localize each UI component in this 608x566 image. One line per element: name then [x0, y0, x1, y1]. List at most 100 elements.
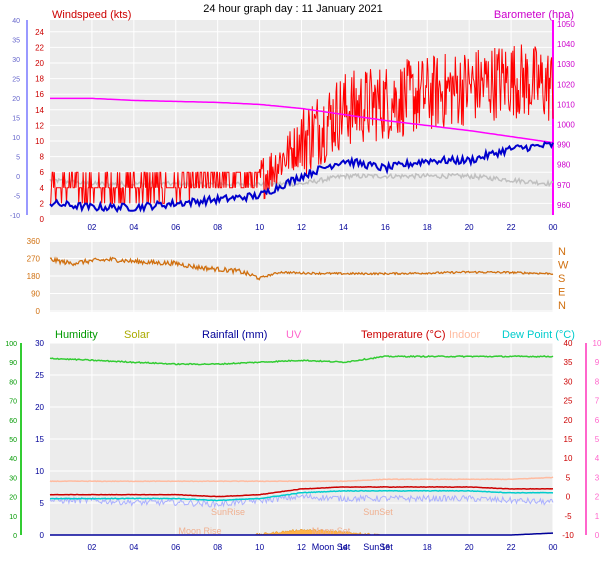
climate-series — [49, 354, 554, 536]
climate-hour-label: 14 — [339, 543, 348, 552]
top-panel-series — [49, 44, 554, 214]
windspeed-outer-tick: 0 — [16, 174, 20, 181]
humidity-line — [49, 354, 554, 366]
humidity-tick: 100 — [5, 341, 17, 348]
temperature-tick-labels: -10 -5 0 5 10 15 20 25 30 35 40 — [562, 339, 574, 540]
uv-tick: 2 — [595, 493, 600, 502]
lavender-line — [49, 493, 554, 509]
top-panel-grid — [50, 20, 554, 220]
top-hour-label: 04 — [129, 223, 138, 232]
humidity-tick: 30 — [9, 475, 17, 482]
temperature-tick: 15 — [564, 435, 573, 444]
humidity-tick-labels: 0 10 20 30 40 50 60 70 80 90 100 — [5, 341, 17, 540]
rainfall-tick-labels: 0 5 10 15 20 25 30 — [35, 339, 44, 540]
barometer-tick: 980 — [557, 161, 571, 170]
barometer-tick: 1040 — [557, 40, 575, 49]
uv-tick: 9 — [595, 358, 600, 367]
windspeed-tick: 20 — [35, 59, 44, 68]
windspeed-tick: 0 — [40, 215, 45, 224]
moonrise-label: Moon Rise — [178, 526, 221, 536]
windspeed-tick: 10 — [35, 137, 44, 146]
barometer-tick: 1030 — [557, 60, 575, 69]
windspeed-outer-tick: 10 — [12, 135, 20, 142]
climate-hour-label: 06 — [171, 543, 180, 552]
sunrise-label: SunRise — [211, 507, 245, 517]
temperature-tick: 20 — [564, 416, 573, 425]
climate-hour-label: 00 — [549, 543, 558, 552]
direction-degree-tick: 90 — [31, 290, 40, 299]
humidity-tick: 70 — [9, 399, 17, 406]
windspeed-axis-label: Windspeed (kts) — [52, 9, 131, 21]
dewpoint-legend: Dew Point (°C) — [502, 329, 575, 341]
windspeed-tick: 12 — [35, 121, 44, 130]
uv-tick: 5 — [595, 435, 600, 444]
climate-hour-label: 02 — [87, 543, 96, 552]
direction-compass-tick: W — [558, 260, 569, 272]
top-hour-label: 20 — [465, 223, 474, 232]
sunset-hour-label: SunSet — [363, 542, 393, 552]
climate-hour-annotations: Moon Set SunSet — [312, 542, 394, 552]
top-hour-label: 18 — [423, 223, 432, 232]
barometer-tick: 1000 — [557, 121, 575, 130]
uv-tick: 8 — [595, 377, 600, 386]
climate-hour-label: 04 — [129, 543, 138, 552]
uv-tick-labels: 0 1 2 3 4 5 6 7 8 9 10 — [593, 339, 602, 540]
graph-title: 24 hour graph day : 11 January 2021 — [203, 3, 383, 15]
direction-compass-tick: N — [558, 246, 566, 258]
direction-panel-grid — [50, 240, 554, 312]
direction-compass-tick: E — [558, 287, 565, 299]
top-hour-label: 22 — [507, 223, 516, 232]
top-hour-label: 00 — [549, 223, 558, 232]
uv-legend: UV — [286, 329, 302, 341]
temperature-legend: Temperature (°C) — [361, 329, 445, 341]
direction-compass-tick: N — [558, 300, 566, 312]
humidity-tick: 60 — [9, 418, 17, 425]
direction-series — [49, 256, 554, 281]
humidity-tick: 40 — [9, 456, 17, 463]
windspeed-outer-tick: 25 — [12, 77, 20, 84]
direction-degree-tick: 360 — [27, 237, 41, 246]
temperature-tick: 30 — [564, 377, 573, 386]
barometer-axis-label: Barometer (hpa) — [494, 9, 574, 21]
rainfall-tick: 0 — [40, 531, 45, 540]
rainfall-line — [50, 532, 553, 536]
barometer-tick: 990 — [557, 141, 571, 150]
solar-area — [254, 528, 382, 536]
moonset-hour-label: Moon Set — [312, 542, 351, 552]
windspeed-tick: 4 — [40, 184, 45, 193]
windspeed-outer-tick: -5 — [14, 194, 20, 201]
uv-tick: 6 — [595, 416, 600, 425]
direction-degree-labels: 0 90 180 270 360 — [27, 237, 41, 316]
climate-hour-label: 18 — [423, 543, 432, 552]
humidity-tick: 80 — [9, 379, 17, 386]
top-hour-label: 14 — [339, 223, 348, 232]
windspeed-tick: 6 — [40, 168, 45, 177]
barometer-line — [50, 97, 554, 144]
uv-tick: 7 — [595, 397, 600, 406]
temperature-tick: -5 — [564, 512, 572, 521]
windspeed-average-line — [49, 141, 554, 214]
barometer-tick-labels: 960 970 980 990 1000 1010 1020 1030 1040 1050 — [557, 20, 575, 210]
temperature-tick: 5 — [566, 473, 571, 482]
uv-tick: 4 — [595, 454, 600, 463]
windspeed-outer-tick: 20 — [12, 96, 20, 103]
climate-hour-labels: 02 04 06 08 10 12 14 16 18 20 22 00 — [87, 543, 558, 552]
indoor-legend: Indoor — [449, 329, 481, 341]
humidity-tick: 90 — [9, 360, 17, 367]
climate-hour-label: 12 — [297, 543, 306, 552]
humidity-tick: 50 — [9, 437, 17, 444]
top-hour-label: 06 — [171, 223, 180, 232]
uv-tick: 10 — [593, 339, 602, 348]
uv-tick: 0 — [595, 531, 600, 540]
dewpoint-line — [49, 489, 554, 502]
rainfall-tick: 25 — [35, 371, 44, 380]
sunset-label: SunSet — [363, 507, 393, 517]
windspeed-outer-tick: 35 — [12, 38, 20, 45]
windspeed-tick: 14 — [35, 106, 44, 115]
barometer-tick: 1020 — [557, 80, 575, 89]
rainfall-tick: 10 — [35, 467, 44, 476]
wind-direction-line — [49, 256, 554, 281]
windspeed-tick: 2 — [40, 199, 45, 208]
